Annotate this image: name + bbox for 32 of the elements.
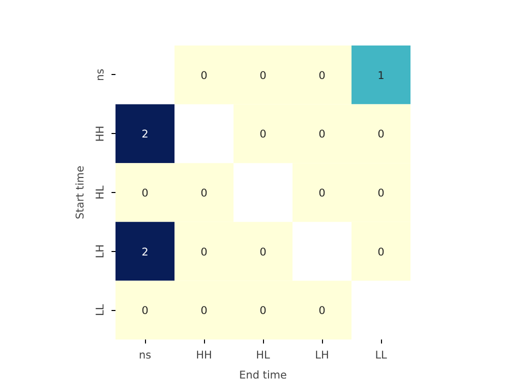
- x-tick-label: HL: [256, 348, 270, 362]
- data-label: 0: [200, 304, 208, 318]
- x-tick-label: LL: [375, 348, 387, 362]
- x-tick-label: LH: [315, 348, 329, 362]
- data-label: 0: [318, 68, 326, 82]
- data-label: 0: [378, 186, 385, 200]
- data-label: 0: [318, 186, 326, 200]
- data-label: 0: [142, 186, 149, 200]
- data-label: 0: [318, 128, 326, 141]
- data-label: 0: [142, 304, 149, 318]
- data-label: 0: [200, 68, 208, 82]
- data-label: 2: [142, 128, 148, 141]
- data-label: 0: [378, 245, 385, 258]
- y-tick-label: HH: [94, 126, 106, 142]
- y-axis-title: Start time: [74, 166, 86, 220]
- data-label: 0: [200, 186, 208, 200]
- x-tick-label: HH: [196, 348, 212, 362]
- data-label: 0: [318, 304, 326, 318]
- x-axis-title: End time: [239, 368, 287, 382]
- data-label: 0: [260, 68, 267, 82]
- y-tick-label: LL: [94, 304, 106, 316]
- data-label: 0: [378, 128, 385, 141]
- y-tick-label: ns: [94, 68, 106, 82]
- data-label: 0: [260, 245, 267, 258]
- data-label: 0: [200, 245, 208, 258]
- data-label: 2: [142, 245, 148, 258]
- x-tick-label: ns: [138, 348, 152, 362]
- data-label: 1: [378, 68, 384, 82]
- y-tick-label: HL: [94, 185, 106, 200]
- y-tick-label: LH: [94, 244, 106, 258]
- data-label: 0: [260, 128, 267, 141]
- data-label: 0: [260, 304, 267, 318]
